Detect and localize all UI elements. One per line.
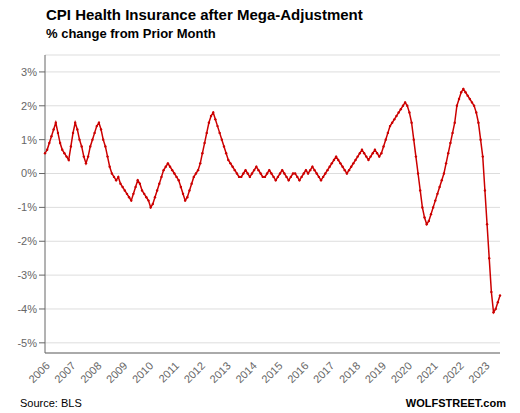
html-text:% change from Prior Month: % change from Prior Month <box>46 26 216 41</box>
svg-text:0%: 0% <box>21 167 37 179</box>
svg-text:2009: 2009 <box>104 359 130 385</box>
html-text:CPI Health Insurance after Meg: CPI Health Insurance after Mega-Adjustme… <box>46 6 363 23</box>
svg-text:2021: 2021 <box>414 359 440 385</box>
svg-text:2011: 2011 <box>156 359 181 384</box>
svg-text:-4%: -4% <box>17 303 37 315</box>
svg-text:2010: 2010 <box>130 359 156 385</box>
svg-text:2016: 2016 <box>285 359 311 385</box>
svg-text:2014: 2014 <box>233 359 259 385</box>
svg-text:2013: 2013 <box>207 359 233 385</box>
svg-text:2023: 2023 <box>466 359 492 385</box>
svg-text:-1%: -1% <box>17 201 37 213</box>
svg-text:2007: 2007 <box>52 359 78 385</box>
html-text:WOLFSTREET.com: WOLFSTREET.com <box>405 397 506 409</box>
svg-text:2%: 2% <box>21 100 37 112</box>
svg-text:-3%: -3% <box>17 269 37 281</box>
svg-text:2006: 2006 <box>26 359 52 385</box>
svg-text:1%: 1% <box>21 134 37 146</box>
svg-text:2022: 2022 <box>440 359 466 385</box>
svg-text:2012: 2012 <box>181 359 207 385</box>
svg-text:2019: 2019 <box>363 359 389 385</box>
svg-text:2017: 2017 <box>311 359 337 385</box>
html-text:Source: BLS: Source: BLS <box>20 397 82 409</box>
svg-text:-5%: -5% <box>17 337 37 349</box>
svg-text:2015: 2015 <box>259 359 285 385</box>
svg-text:2008: 2008 <box>78 359 104 385</box>
svg-text:2018: 2018 <box>337 359 363 385</box>
svg-text:2020: 2020 <box>388 359 414 385</box>
svg-text:3%: 3% <box>21 66 37 78</box>
svg-text:-2%: -2% <box>17 235 37 247</box>
